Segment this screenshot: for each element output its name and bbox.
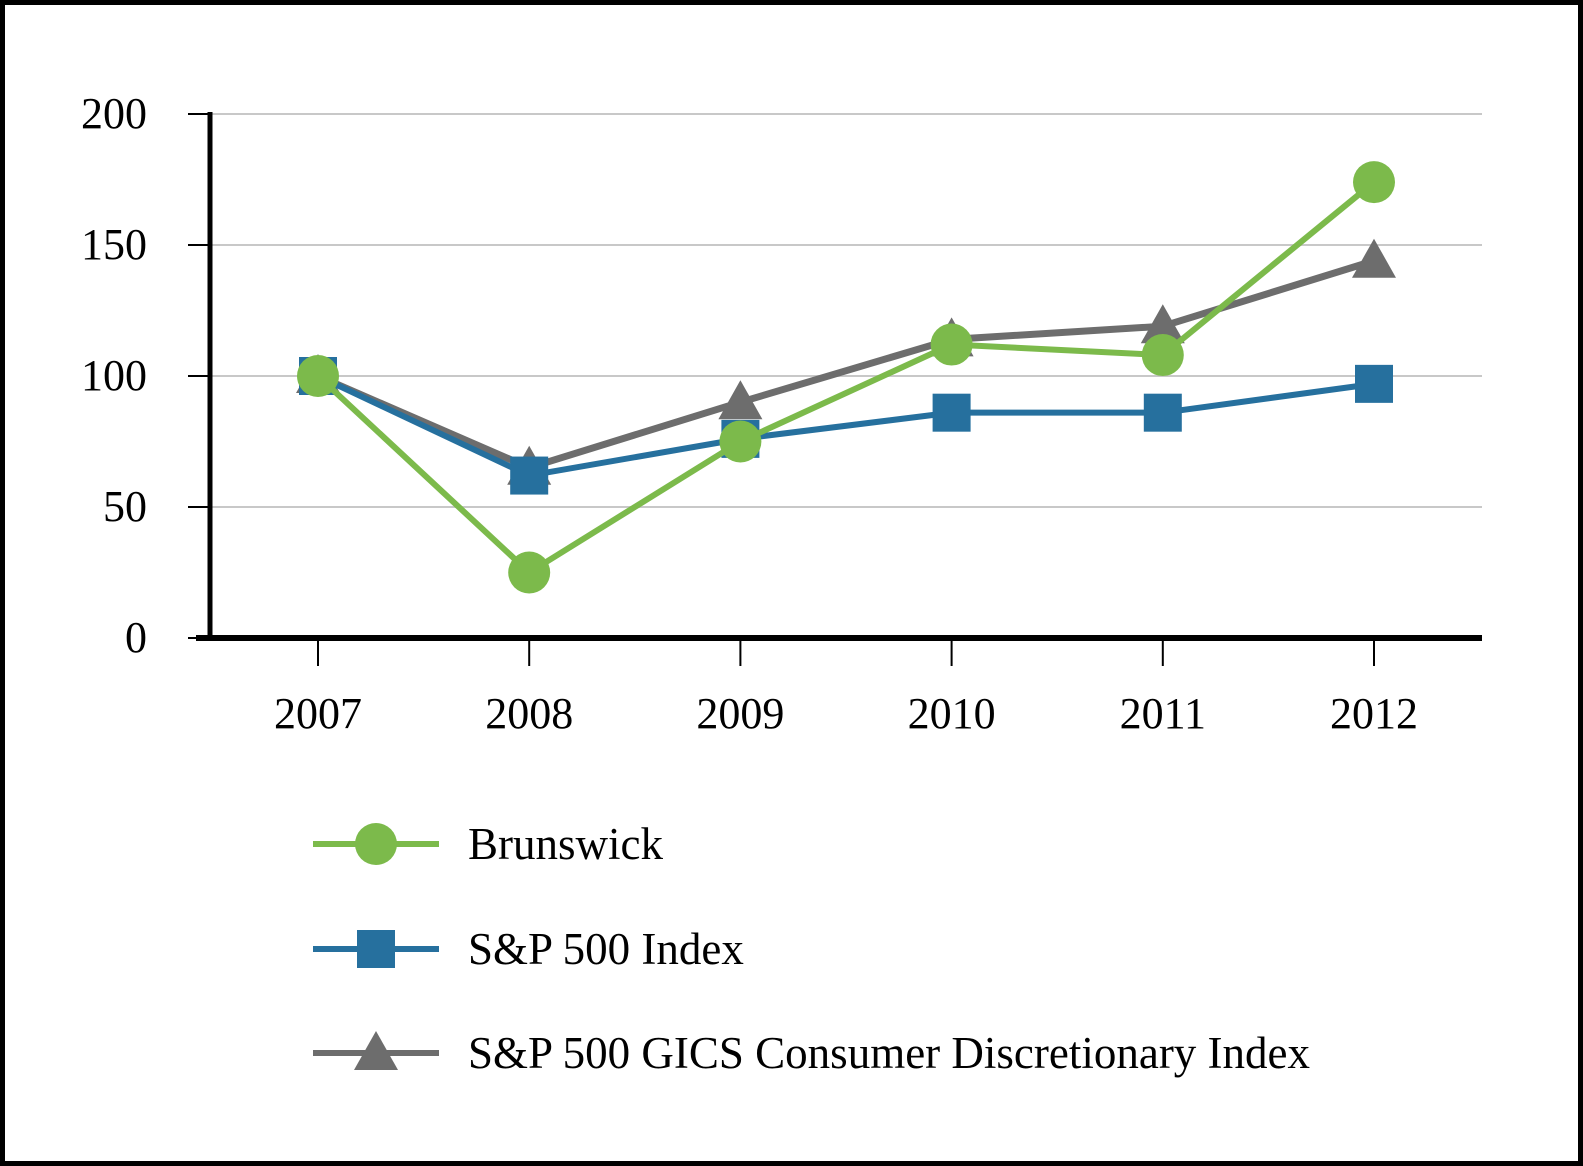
y-axis-tick-label-0: 0 (125, 613, 147, 662)
y-axis-tick-label-50: 50 (103, 482, 147, 531)
s-p-500-gics-consumer-discretionary-index-marker-2011 (1140, 304, 1185, 344)
s-p-500-index-marker-2011 (1143, 393, 1182, 432)
brunswick-circle-marker-icon (313, 816, 439, 872)
legend-label-gics: S&P 500 GICS Consumer Discretionary Inde… (468, 1028, 1311, 1078)
sp500-square-marker-icon (313, 921, 439, 977)
s-p-500-index-legend-marker-icon (357, 930, 395, 968)
x-axis-tick-label-2010: 2010 (907, 689, 996, 738)
x-axis-tick-label-2007: 2007 (274, 689, 362, 738)
s-p-500-index-legend-swatch (313, 930, 439, 968)
s-p-500-index-line (316, 373, 1375, 479)
y-axis-tick-label-150: 150 (81, 220, 147, 269)
s-p-500-index-marker-2008 (510, 456, 549, 495)
s-p-500-gics-consumer-discretionary-index-legend-swatch (313, 1031, 439, 1070)
legend-label-brunswick: Brunswick (468, 819, 663, 869)
s-p-500-gics-consumer-discretionary-index-line (316, 257, 1376, 472)
brunswick-marker-2011 (1141, 334, 1184, 377)
x-axis-tick-label-2008: 2008 (485, 689, 574, 738)
s-p-500-index-marker-2010 (932, 393, 971, 432)
brunswick-marker-2009 (719, 420, 762, 463)
gics-triangle-marker-icon (313, 1025, 439, 1081)
brunswick-marker-2010 (930, 323, 973, 366)
brunswick-marker-2012 (1353, 161, 1395, 204)
s-p-500-gics-consumer-discretionary-index-marker-2012 (1352, 238, 1396, 278)
legend-label-sp500: S&P 500 Index (468, 924, 744, 974)
brunswick-marker-2008 (508, 551, 551, 594)
y-axis-tick-label-100: 100 (81, 351, 147, 400)
brunswick-legend-swatch (313, 823, 439, 865)
s-p-500-index-marker-2012 (1355, 364, 1393, 403)
legend-item-brunswick: Brunswick (313, 816, 663, 872)
brunswick-legend-marker-icon (355, 823, 397, 865)
legend-item-gics: S&P 500 GICS Consumer Discretionary Inde… (313, 1025, 1310, 1081)
y-axis-tick-label-200: 200 (81, 89, 147, 138)
line-chart-plot (188, 112, 1482, 666)
legend-item-sp500: S&P 500 Index (313, 921, 744, 977)
x-axis-tick-label-2011: 2011 (1119, 689, 1206, 738)
s-p-500-gics-consumer-discretionary-index-marker-2009 (718, 380, 763, 420)
s-p-500-gics-consumer-discretionary-index-legend-marker-icon (354, 1031, 398, 1070)
x-axis-tick-label-2012: 2012 (1330, 689, 1418, 738)
brunswick-marker-2007 (297, 355, 339, 397)
x-axis-tick-label-2009: 2009 (696, 689, 785, 738)
brunswick-line (315, 179, 1376, 577)
